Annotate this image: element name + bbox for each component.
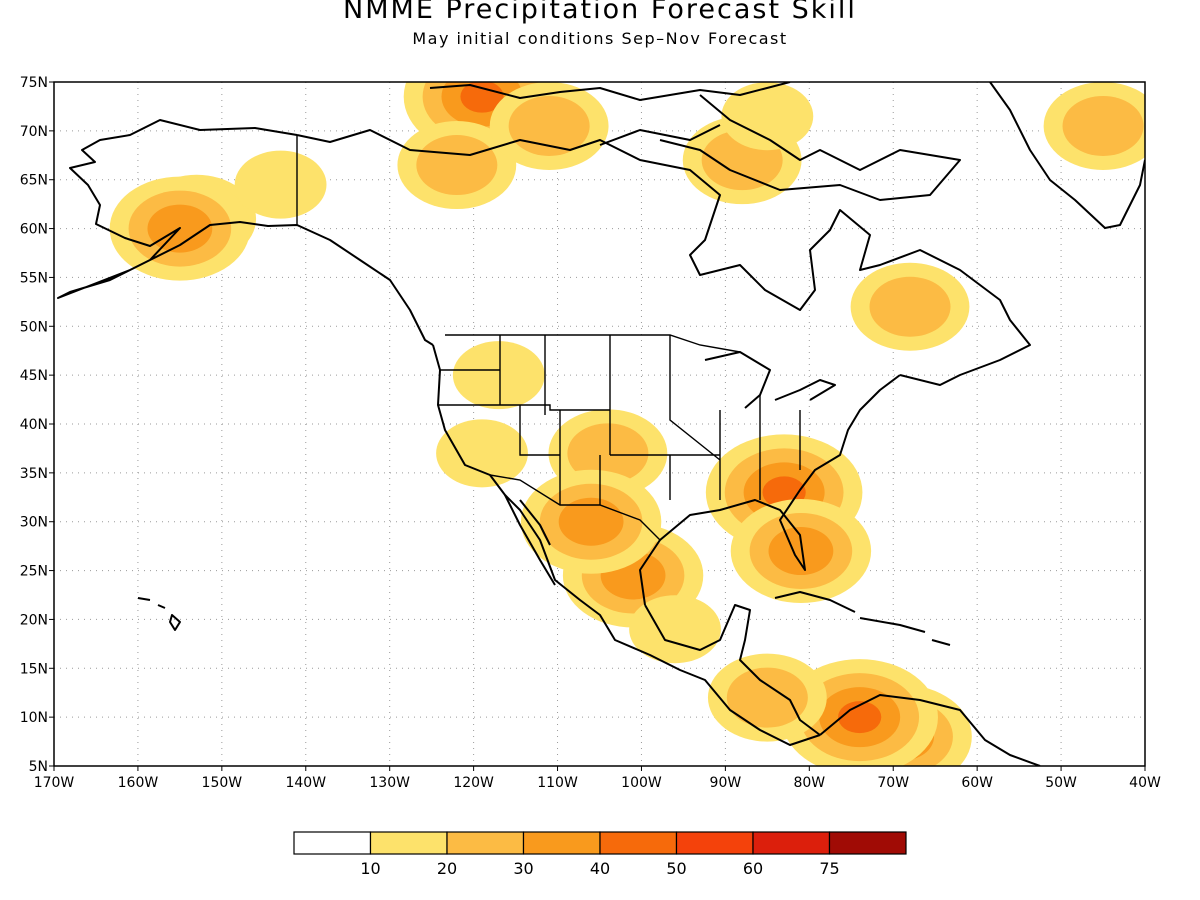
border-us-canada [445, 334, 741, 353]
y-tick-label: 70N [20, 124, 48, 140]
colorbar-swatch [599, 831, 678, 855]
coast-alaska [57, 119, 434, 346]
coast-cuba [774, 591, 951, 646]
skill-region [768, 527, 834, 576]
coast-arctic-islands [429, 82, 961, 201]
y-tick-label: 60N [20, 222, 48, 238]
colorbar-label: 50 [666, 859, 686, 878]
colorbar [293, 831, 907, 855]
skill-region [726, 667, 808, 728]
x-tick-label: 50W [1045, 775, 1077, 791]
skill-region [558, 497, 624, 546]
coast-gulf-east [639, 374, 901, 606]
coast-south-america [819, 694, 1041, 766]
skill-region [452, 341, 545, 410]
coastlines [57, 82, 1145, 766]
x-tick-label: 70W [877, 775, 909, 791]
coast-hawaii [137, 597, 181, 631]
x-tick-label: 120W [453, 775, 494, 791]
skill-region [567, 423, 649, 484]
y-tick-label: 10N [20, 710, 48, 726]
x-tick-label: 90W [710, 775, 742, 791]
x-tick-label: 100W [621, 775, 662, 791]
map-subtitle: May initial conditions Sep–Nov Forecast [412, 29, 788, 48]
colorbar-swatch [446, 831, 525, 855]
x-axis-ticks: 170W 160W 150W 140W 130W 120W 110W 100W 90W 80W 70… [34, 766, 1161, 791]
skill-region [869, 276, 951, 337]
skill-region [436, 419, 528, 488]
y-tick-label: 35N [20, 466, 48, 482]
y-tick-label: 40N [20, 417, 48, 433]
colorbar-swatch [369, 831, 448, 855]
coast-great-lakes [704, 351, 836, 409]
skill-region [234, 150, 327, 219]
colorbar-label: 20 [437, 859, 457, 878]
x-tick-label: 150W [202, 775, 243, 791]
coast-pacific [432, 344, 821, 746]
y-tick-label: 5N [29, 759, 48, 775]
colorbar-swatch [522, 831, 601, 855]
colorbar-swatch [293, 831, 372, 855]
colorbar-label: 40 [590, 859, 610, 878]
colorbar-label: 30 [513, 859, 533, 878]
y-tick-label: 15N [20, 661, 48, 677]
colorbar-label: 10 [360, 859, 380, 878]
y-tick-label: 30N [20, 515, 48, 531]
colorbar-label: 60 [743, 859, 763, 878]
x-tick-label: 170W [34, 775, 75, 791]
x-tick-label: 130W [369, 775, 410, 791]
border-us-mexico [489, 474, 661, 541]
skill-region [1062, 95, 1144, 156]
colorbar-swatch [828, 831, 907, 855]
colorbar-label: 75 [819, 859, 839, 878]
coast-greenland [989, 82, 1145, 229]
x-tick-label: 60W [961, 775, 993, 791]
coast-caribbean [644, 604, 821, 736]
x-tick-label: 80W [793, 775, 825, 791]
coast-canada-arctic [296, 129, 1031, 386]
y-tick-label: 50N [20, 319, 48, 335]
border-us-states [438, 335, 801, 505]
political-borders [296, 135, 801, 541]
skill-region [460, 82, 504, 113]
x-tick-label: 160W [118, 775, 159, 791]
y-tick-label: 20N [20, 612, 48, 628]
colorbar-labels: 10 20 30 40 50 60 75 [360, 859, 839, 878]
skill-region [838, 701, 882, 734]
coast-baja [504, 494, 556, 586]
skill-region [721, 82, 814, 151]
skill-region [416, 135, 498, 196]
colorbar-swatch [675, 831, 754, 855]
y-tick-label: 55N [20, 270, 48, 286]
map-title: NMME Precipitation Forecast Skill [343, 0, 857, 25]
x-tick-label: 110W [537, 775, 578, 791]
skill-shading [109, 82, 1145, 766]
colorbar-swatch [752, 831, 831, 855]
x-tick-label: 40W [1129, 775, 1161, 791]
y-axis-ticks: 5N 10N 15N 20N 25N 30N 35N 40N 45N 50N 55N 60N 65N 70… [20, 75, 54, 775]
y-tick-label: 45N [20, 368, 48, 384]
x-tick-label: 140W [285, 775, 326, 791]
y-tick-label: 75N [20, 75, 48, 91]
y-tick-label: 65N [20, 173, 48, 189]
skill-region [629, 595, 721, 664]
y-tick-label: 25N [20, 564, 48, 580]
